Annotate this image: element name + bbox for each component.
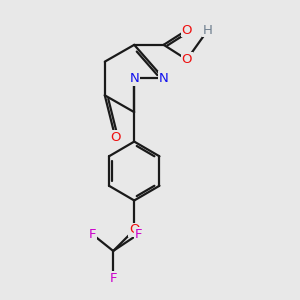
Text: H: H [203, 24, 213, 37]
Text: O: O [182, 53, 192, 66]
Text: N: N [129, 72, 139, 85]
Text: F: F [135, 228, 142, 241]
Text: O: O [129, 224, 140, 236]
Text: O: O [182, 24, 192, 37]
Text: O: O [110, 131, 121, 144]
Text: N: N [159, 72, 169, 85]
Text: F: F [88, 228, 96, 241]
Text: F: F [110, 272, 117, 285]
